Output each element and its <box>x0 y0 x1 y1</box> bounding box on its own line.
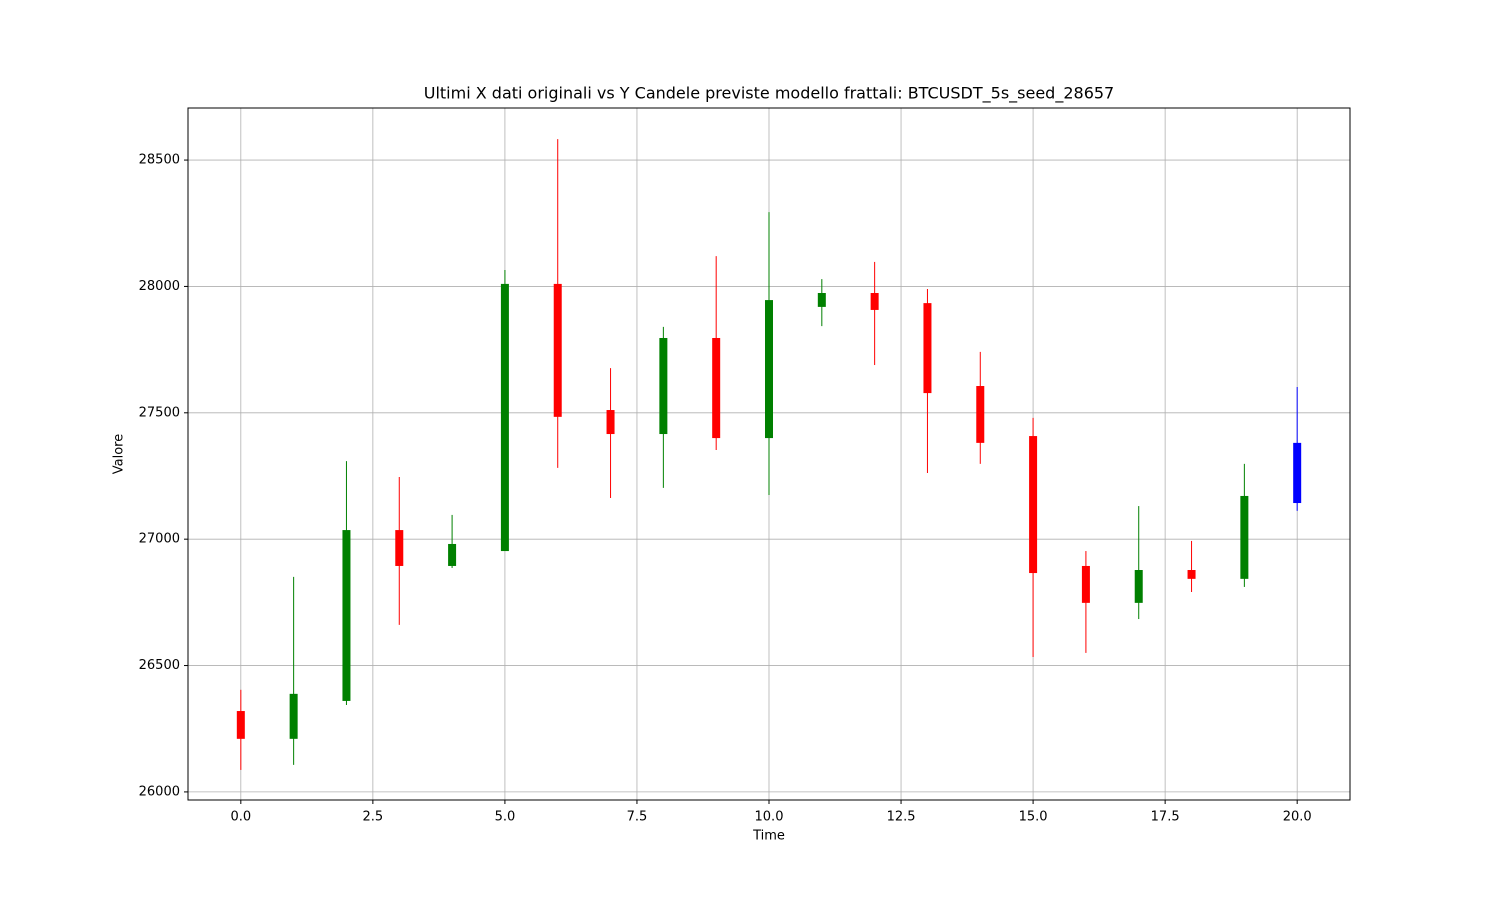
candle-body <box>659 337 668 435</box>
y-tick-label: 28500 <box>139 153 180 168</box>
candle-body <box>500 283 509 552</box>
y-tick-label: 27000 <box>139 532 180 547</box>
candle-body <box>923 303 932 394</box>
y-tick-label: 26000 <box>139 784 180 799</box>
x-tick-label: 17.5 <box>1151 810 1180 825</box>
x-tick-label: 12.5 <box>887 810 916 825</box>
candle-body <box>1187 570 1196 579</box>
candle-body <box>1240 495 1249 579</box>
candle-body <box>395 530 404 566</box>
x-tick-label: 0.0 <box>230 810 251 825</box>
x-tick-label: 5.0 <box>495 810 516 825</box>
x-tick-label: 20.0 <box>1283 810 1312 825</box>
x-axis-label: Time <box>752 829 785 844</box>
candle-body <box>712 337 721 439</box>
x-tick-label: 10.0 <box>755 810 784 825</box>
y-tick-label: 28000 <box>139 279 180 294</box>
y-tick-label: 26500 <box>139 658 180 673</box>
candle-body <box>1029 436 1038 574</box>
candle-body <box>976 386 985 443</box>
candle-body <box>765 300 773 439</box>
x-tick-label: 7.5 <box>627 810 648 825</box>
candle-body <box>1293 442 1302 504</box>
candle-body <box>448 543 457 566</box>
x-tick-label: 2.5 <box>363 810 384 825</box>
candle-body <box>342 530 351 701</box>
y-tick-label: 27500 <box>139 405 180 420</box>
candle-body <box>1081 565 1090 603</box>
candle-body <box>289 693 298 739</box>
candle-body <box>1134 570 1143 603</box>
chart-title: Ultimi X dati originali vs Y Candele pre… <box>424 84 1114 104</box>
y-axis-label: Valore <box>112 434 127 474</box>
candle-body <box>553 283 562 417</box>
candle-body <box>817 293 826 307</box>
plot-frame <box>187 107 1351 801</box>
candle-body <box>606 410 615 435</box>
x-tick-label: 15.0 <box>1019 810 1048 825</box>
candle-body <box>870 293 879 310</box>
candle-body <box>236 711 245 739</box>
